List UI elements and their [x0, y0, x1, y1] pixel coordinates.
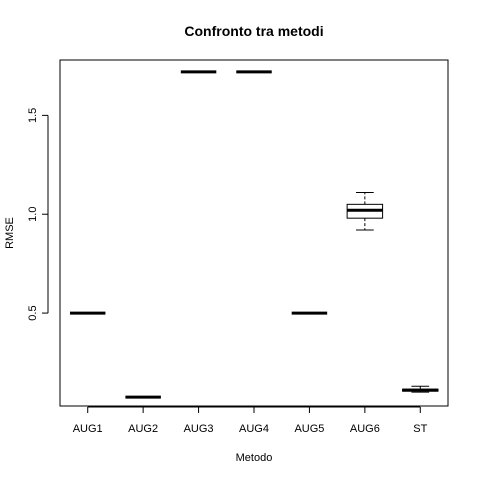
x-tick-label: AUG3 — [184, 423, 214, 435]
x-tick-label: AUG2 — [128, 423, 158, 435]
x-axis: AUG1 AUG2 AUG3 AUG4 AUG5 AUG6 ST — [73, 406, 428, 435]
x-tick-label: AUG1 — [73, 423, 103, 435]
x-tick-label: ST — [413, 423, 427, 435]
y-tick-label: 1.5 — [27, 108, 39, 123]
boxplot-aug6 — [346, 191, 384, 231]
y-axis-label: RMSE — [4, 217, 16, 249]
box-series — [69, 70, 439, 399]
y-axis: 0.5 1.0 1.5 — [27, 108, 49, 321]
x-axis-label: Metodo — [236, 452, 273, 464]
boxplot-st — [402, 385, 439, 393]
plot-frame — [59, 59, 449, 407]
x-tick-label: AUG6 — [350, 423, 380, 435]
chart-title: Confronto tra metodi — [184, 23, 323, 39]
x-tick-label: AUG5 — [294, 423, 324, 435]
y-tick-label: 1.0 — [27, 207, 39, 222]
y-tick-label: 0.5 — [27, 305, 39, 320]
x-tick-label: AUG4 — [239, 423, 269, 435]
